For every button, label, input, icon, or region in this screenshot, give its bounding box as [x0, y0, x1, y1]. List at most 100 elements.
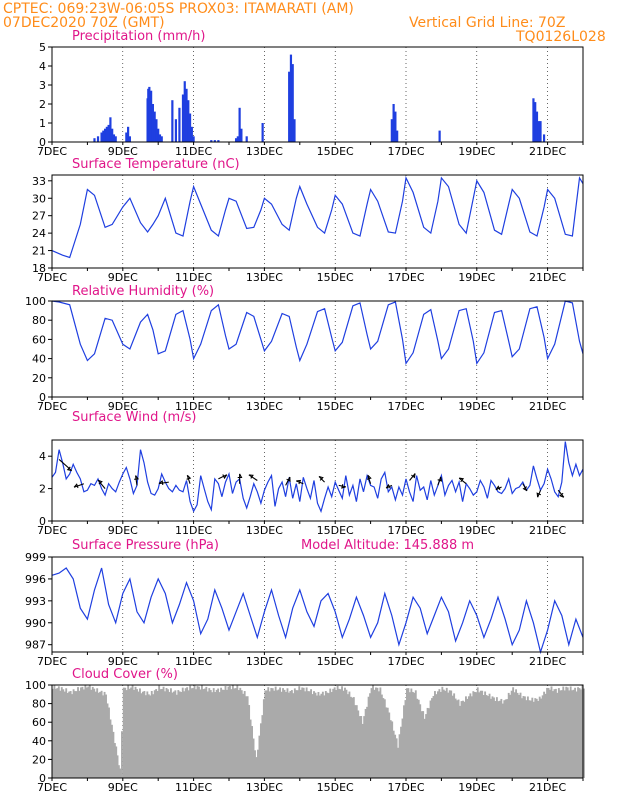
panel-title: Surface Temperature (nC) [72, 157, 240, 172]
cloud-bar [133, 689, 135, 778]
cloud-bar [158, 685, 161, 778]
wind-arrow-head [385, 483, 391, 489]
wind-arrow [367, 475, 372, 484]
x-tick-label: 9DEC [108, 655, 138, 668]
panel-2: 0 20 40 60 80 100 7DEC 9DEC 11DEC 13DEC 15DEC 17DEC… [25, 284, 584, 413]
cloud-bar [431, 698, 433, 778]
cloud-bar [419, 704, 422, 778]
cloud-bar [184, 688, 187, 778]
cloud-bar [72, 689, 75, 778]
cloud-bar [81, 686, 84, 778]
cloud-bar [572, 689, 575, 778]
wind-arrow-head [186, 474, 192, 480]
x-tick-label: 19DEC [458, 781, 495, 794]
precip-bar [535, 111, 539, 142]
cloud-bar [167, 689, 169, 778]
cloud-bar [559, 690, 562, 778]
x-tick-label: 11DEC [175, 524, 212, 537]
cloud-bar [347, 694, 349, 778]
cloud-bar [208, 688, 211, 778]
cloud-bar [320, 693, 323, 778]
cloud-bar [357, 710, 360, 778]
precip-bar [102, 130, 105, 142]
cloud-bar [257, 749, 259, 778]
cloud-bar [243, 691, 246, 778]
cloud-bar [401, 718, 404, 778]
cloud-bar [348, 691, 351, 778]
cloud-bar [438, 689, 441, 778]
wind-arrow-head [248, 474, 254, 479]
cloud-bar [265, 690, 268, 778]
cloud-bar [380, 694, 383, 778]
cloud-bar [478, 692, 481, 778]
cloud-bar [386, 707, 389, 778]
precip-bar [238, 107, 241, 142]
y-tick-label: 40 [32, 735, 46, 748]
cloud-bar [150, 690, 153, 778]
y-tick-label: 20 [32, 372, 46, 385]
cloud-bar [234, 688, 237, 778]
cloud-bar [487, 696, 489, 778]
cloud-bar [476, 687, 479, 778]
cloud-bar [448, 690, 451, 778]
cloud-bar [71, 694, 74, 778]
cloud-bar [556, 692, 559, 778]
cloud-bar [450, 690, 453, 778]
series-line [51, 175, 584, 259]
panel-frame [51, 684, 584, 779]
cloud-bar [332, 688, 335, 778]
cloud-bar [423, 718, 426, 778]
cloud-bar [358, 716, 361, 778]
cloud-bar [122, 687, 125, 778]
cloud-bar [429, 700, 432, 778]
cloud-bar [105, 694, 107, 778]
cloud-bar [224, 686, 227, 778]
x-tick-label: 13DEC [246, 400, 283, 413]
cloud-bar [442, 689, 445, 778]
series-line [51, 300, 584, 366]
panel-title: Cloud Cover (%) [72, 667, 178, 682]
cloud-bar [313, 691, 315, 778]
cloud-bar [318, 695, 321, 778]
cloud-bar [488, 693, 491, 778]
cloud-bar [252, 738, 255, 778]
cloud-bar [112, 731, 115, 778]
cloud-bar [211, 692, 214, 778]
cloud-bar [435, 694, 438, 778]
cloud-bar [568, 690, 571, 778]
cloud-bar [394, 734, 397, 778]
cloud-bar [159, 689, 162, 778]
precip-bar [289, 54, 293, 142]
cloud-bar [113, 743, 116, 778]
cloud-bar [170, 688, 172, 778]
precip-bar [537, 121, 540, 142]
cloud-bar [205, 686, 208, 778]
wind-arrow-head [73, 483, 79, 489]
cloud-bar [323, 695, 326, 778]
cloud-bar [422, 711, 425, 778]
precip-bar [151, 104, 154, 142]
y-tick-label: 33 [32, 175, 46, 188]
cloud-bar [563, 690, 566, 778]
precip-bar [190, 126, 193, 142]
wind-arrow [186, 475, 191, 484]
cloud-bar [392, 730, 395, 778]
x-tick-label: 13DEC [246, 655, 283, 668]
precip-bar [127, 126, 130, 142]
cloud-bar [203, 688, 206, 778]
cloud-bar [355, 705, 358, 778]
x-tick-label: 19DEC [458, 655, 495, 668]
series-line [51, 441, 584, 514]
wind-arrow-head [66, 466, 72, 472]
x-tick-label: 21DEC [529, 400, 566, 413]
wind-arrow-head [134, 475, 140, 480]
cloud-bar [538, 696, 541, 778]
x-tick-label: 11DEC [175, 145, 212, 158]
x-tick-label: 13DEC [246, 781, 283, 794]
cloud-bar [498, 700, 501, 778]
cloud-bar [388, 712, 391, 778]
y-tick-label: 24 [32, 227, 46, 240]
cloud-bar [491, 696, 494, 778]
cloud-bar [276, 690, 279, 778]
precip-bar [390, 119, 393, 142]
